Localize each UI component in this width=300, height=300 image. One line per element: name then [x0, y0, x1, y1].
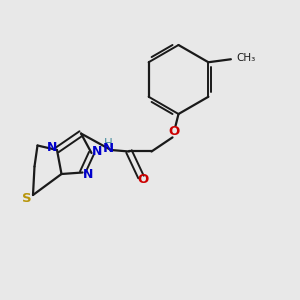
Text: N: N: [83, 168, 93, 182]
Text: CH₃: CH₃: [236, 53, 256, 63]
Text: S: S: [22, 192, 32, 205]
Text: N: N: [103, 142, 114, 155]
Text: N: N: [92, 145, 102, 158]
Text: O: O: [137, 173, 148, 186]
Text: O: O: [168, 125, 180, 139]
Text: N: N: [46, 141, 57, 154]
Text: H: H: [104, 137, 113, 150]
